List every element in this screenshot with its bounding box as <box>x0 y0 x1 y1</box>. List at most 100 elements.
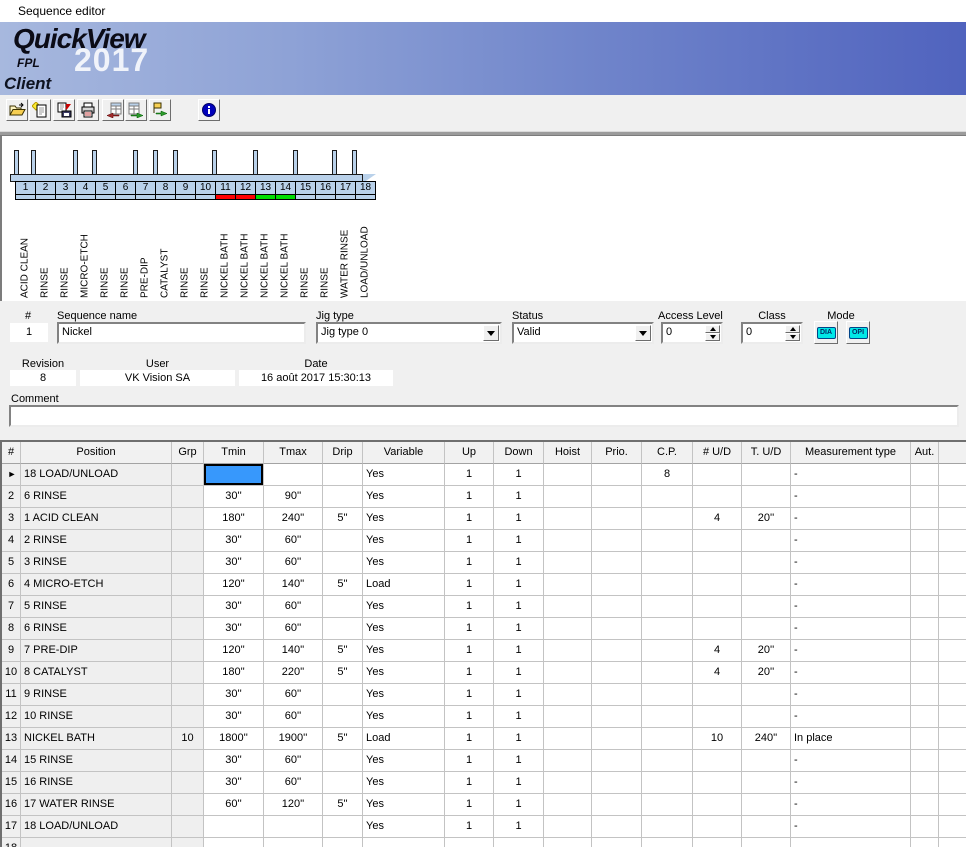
table-cell[interactable]: 14 <box>2 750 21 772</box>
table-cell[interactable] <box>693 706 742 728</box>
mode-opi-button[interactable]: OPI <box>846 321 870 344</box>
jig-type-select[interactable]: Jig type 0 <box>316 322 502 344</box>
table-cell[interactable]: Yes <box>363 486 445 508</box>
table-cell[interactable]: 1900'' <box>264 728 323 750</box>
table-cell[interactable]: 15 RINSE <box>21 750 172 772</box>
table-cell[interactable]: 1 <box>494 574 544 596</box>
table-cell[interactable]: - <box>791 662 911 684</box>
table-cell[interactable] <box>911 662 939 684</box>
table-cell[interactable] <box>592 574 642 596</box>
table-cell[interactable] <box>592 640 642 662</box>
table-cell[interactable] <box>494 838 544 847</box>
table-cell[interactable]: 16 <box>2 794 21 816</box>
table-cell[interactable]: 1 <box>494 530 544 552</box>
table-cell[interactable]: - <box>791 640 911 662</box>
table-cell[interactable]: 20'' <box>742 508 791 530</box>
table-cell[interactable] <box>172 662 204 684</box>
table-cell[interactable] <box>693 464 742 486</box>
table-cell[interactable]: - <box>791 552 911 574</box>
table-cell[interactable] <box>264 464 323 486</box>
table-cell[interactable]: Load <box>363 728 445 750</box>
table-cell[interactable] <box>592 552 642 574</box>
table-cell[interactable] <box>693 794 742 816</box>
table-cell[interactable] <box>592 464 642 486</box>
table-cell[interactable] <box>204 464 264 486</box>
table-cell[interactable]: 1 <box>445 486 494 508</box>
table-cell[interactable] <box>911 574 939 596</box>
table-cell[interactable] <box>642 750 693 772</box>
tank-cell-6[interactable]: 6 <box>115 181 136 195</box>
table-cell[interactable]: 1 <box>494 706 544 728</box>
table-cell[interactable] <box>172 574 204 596</box>
table-cell[interactable]: 6 <box>2 574 21 596</box>
table-cell[interactable] <box>911 596 939 618</box>
table-cell[interactable]: 1 <box>445 508 494 530</box>
table-cell[interactable]: 4 <box>693 662 742 684</box>
table-cell[interactable]: 15 <box>2 772 21 794</box>
table-cell[interactable] <box>204 816 264 838</box>
table-cell[interactable] <box>911 772 939 794</box>
table-cell[interactable]: 18 <box>2 838 21 847</box>
table-cell[interactable] <box>693 618 742 640</box>
table-cell[interactable] <box>592 794 642 816</box>
table-cell[interactable] <box>592 596 642 618</box>
table-cell[interactable] <box>172 640 204 662</box>
table-cell[interactable] <box>592 486 642 508</box>
table-cell[interactable]: 220'' <box>264 662 323 684</box>
table-cell[interactable]: 6 RINSE <box>21 618 172 640</box>
table-cell[interactable] <box>592 816 642 838</box>
table-cell[interactable]: - <box>791 618 911 640</box>
table-cell[interactable] <box>544 838 592 847</box>
table-cell[interactable]: 1 <box>494 640 544 662</box>
export-table-button[interactable] <box>125 99 147 121</box>
tank-cell-9[interactable]: 9 <box>175 181 196 195</box>
table-cell[interactable] <box>323 706 363 728</box>
table-cell[interactable] <box>264 816 323 838</box>
table-cell[interactable]: Load <box>363 574 445 596</box>
table-cell[interactable]: 5 <box>2 552 21 574</box>
table-cell[interactable]: 1 <box>445 728 494 750</box>
table-cell[interactable]: 1 <box>494 552 544 574</box>
table-cell[interactable]: 60'' <box>264 552 323 574</box>
import-table-button[interactable] <box>102 99 124 121</box>
table-cell[interactable]: Yes <box>363 706 445 728</box>
table-cell[interactable]: 30'' <box>204 772 264 794</box>
table-cell[interactable] <box>172 816 204 838</box>
table-cell[interactable]: 20'' <box>742 640 791 662</box>
table-cell[interactable] <box>742 552 791 574</box>
table-cell[interactable]: 1 <box>445 662 494 684</box>
table-cell[interactable] <box>911 750 939 772</box>
sequence-name-input[interactable]: Nickel <box>57 322 306 344</box>
table-cell[interactable] <box>323 750 363 772</box>
table-cell[interactable]: 18 LOAD/UNLOAD <box>21 816 172 838</box>
table-cell[interactable]: 2 <box>2 486 21 508</box>
table-cell[interactable]: 1 <box>494 596 544 618</box>
table-cell[interactable]: 1 <box>445 552 494 574</box>
table-cell[interactable]: 1 ACID CLEAN <box>21 508 172 530</box>
table-cell[interactable]: Yes <box>363 508 445 530</box>
table-cell[interactable]: 140'' <box>264 574 323 596</box>
tank-cell-5[interactable]: 5 <box>95 181 116 195</box>
table-cell[interactable] <box>742 486 791 508</box>
tank-cell-3[interactable]: 3 <box>55 181 76 195</box>
tank-cell-1[interactable]: 1 <box>15 181 36 195</box>
table-cell[interactable] <box>693 552 742 574</box>
table-cell[interactable]: ► <box>2 464 21 486</box>
table-cell[interactable]: 2 RINSE <box>21 530 172 552</box>
table-cell[interactable] <box>592 750 642 772</box>
table-cell[interactable]: NICKEL BATH <box>21 728 172 750</box>
mode-dia-button[interactable]: DIA <box>814 321 838 344</box>
table-cell[interactable] <box>911 530 939 552</box>
open-button[interactable] <box>6 99 28 121</box>
table-cell[interactable] <box>323 684 363 706</box>
table-cell[interactable]: - <box>791 530 911 552</box>
table-cell[interactable] <box>642 574 693 596</box>
table-cell[interactable]: 1 <box>494 464 544 486</box>
table-cell[interactable] <box>911 486 939 508</box>
table-cell[interactable] <box>911 464 939 486</box>
info-button[interactable] <box>198 99 220 121</box>
table-cell[interactable] <box>323 618 363 640</box>
table-cell[interactable] <box>693 750 742 772</box>
table-cell[interactable] <box>742 596 791 618</box>
table-cell[interactable]: 1 <box>445 618 494 640</box>
